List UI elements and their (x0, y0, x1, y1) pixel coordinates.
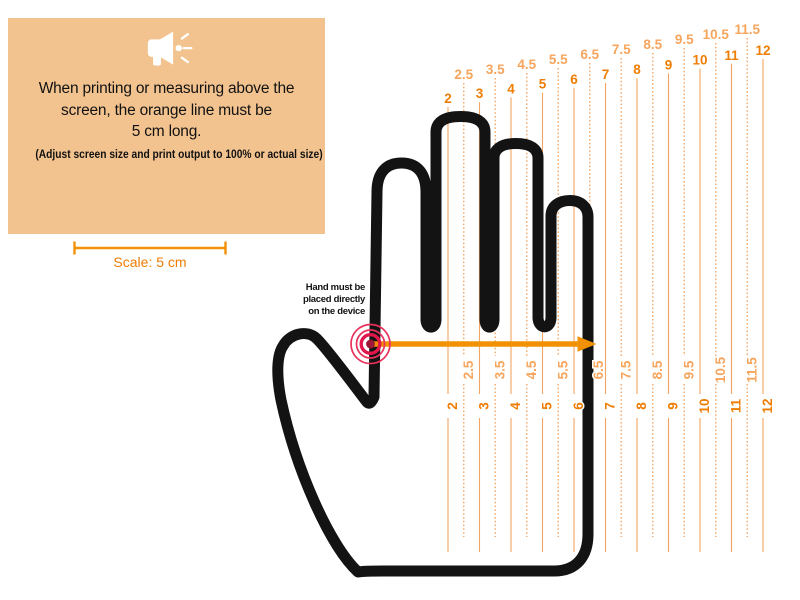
size-label-top: 8 (633, 62, 641, 77)
scale-indicator: Scale: 5 cm (73, 241, 227, 270)
size-label-bottom: 5.5 (555, 360, 570, 379)
size-label-bottom: 8.5 (650, 360, 665, 379)
notice-line-2: screen, the orange line must be (61, 101, 272, 119)
size-label-top: 11.5 (734, 22, 760, 37)
notice-line-1: When printing or measuring above the (38, 80, 295, 97)
notice-subtext-text: (Adjust screen size and print output to … (35, 146, 323, 161)
size-label-bottom: 7 (603, 402, 618, 410)
placement-line-2: placed directly (302, 294, 365, 305)
size-labels-bottom: 22.533.544.555.566.577.588.599.51010.511… (444, 355, 777, 415)
size-label-bottom: 6.5 (591, 360, 606, 379)
placement-line-3: on the device (308, 306, 365, 317)
size-label-top: 8.5 (643, 37, 662, 52)
size-label-top: 5.5 (549, 52, 568, 67)
notice-text: When printing or measuring above the scr… (12, 78, 321, 143)
size-label-top: 4 (507, 81, 515, 96)
size-label-bottom: 5 (540, 402, 555, 410)
size-label-bottom: 9.5 (681, 360, 696, 379)
notice-subtext: (Adjust screen size and print output to … (8, 147, 325, 161)
size-label-bottom: 3 (477, 402, 492, 410)
size-label-top: 3.5 (486, 62, 505, 77)
size-label-bottom: 2.5 (461, 360, 476, 379)
size-label-top: 3 (476, 86, 484, 101)
placement-target-icon (350, 323, 391, 365)
size-label-bottom: 6 (571, 402, 586, 410)
size-label-bottom: 11 (729, 398, 744, 413)
notice-panel: When printing or measuring above the scr… (8, 18, 325, 234)
size-label-top: 10 (692, 53, 707, 68)
size-label-bottom: 8 (634, 402, 649, 410)
size-label-top: 7.5 (612, 42, 631, 57)
size-label-top: 10.5 (703, 27, 730, 42)
size-label-bottom: 12 (760, 398, 775, 413)
size-label-top: 11 (724, 48, 739, 63)
size-label-top: 6 (570, 72, 578, 87)
size-label-bottom: 4 (508, 402, 523, 410)
size-label-bottom: 10 (697, 398, 712, 413)
size-label-top: 4.5 (517, 57, 536, 72)
size-label-top: 9.5 (675, 32, 694, 47)
size-label-bottom: 3.5 (492, 360, 507, 379)
size-label-bottom: 11.5 (744, 357, 759, 383)
measure-arrow (373, 336, 597, 352)
size-label-top: 5 (539, 77, 547, 92)
size-labels-top: 22.533.544.555.566.577.588.599.5 10 10.5 11… (443, 21, 772, 108)
hand-placement-note: Hand must be placed directly on the devi… (252, 282, 365, 318)
size-label-top: 12 (755, 43, 770, 58)
hand-outline (272, 111, 594, 578)
size-label-bottom: 7.5 (618, 360, 633, 379)
placement-line-1: Hand must be (305, 282, 366, 293)
size-label-top: 9 (665, 57, 673, 72)
size-label-top: 2 (444, 91, 452, 106)
size-label-bottom: 10.5 (713, 356, 728, 383)
size-label-bottom: 2 (445, 402, 460, 410)
notice-line-3: 5 cm long. (131, 123, 202, 140)
size-label-bottom: 9 (666, 402, 681, 410)
scale-label: Scale: 5 cm (113, 254, 186, 270)
size-label-top: 7 (602, 67, 610, 82)
megaphone-icon (147, 31, 192, 66)
size-label-top: 2.5 (454, 67, 473, 82)
size-label-bottom: 4.5 (524, 360, 539, 379)
size-label-top: 6.5 (580, 47, 599, 62)
